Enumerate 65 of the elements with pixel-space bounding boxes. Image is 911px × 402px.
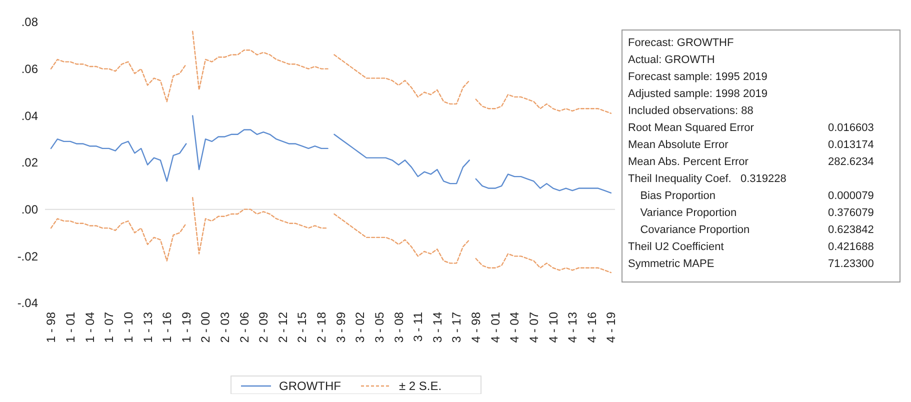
x-tick-label: 3 - 17 [450, 312, 464, 343]
text: Adjusted sample: 1998 2019 [628, 88, 768, 100]
legend-label: GROWTHF [279, 379, 341, 394]
text: Theil Inequality Coef. 0.319228 [628, 173, 786, 185]
x-tick-label: 3 - 14 [430, 312, 444, 343]
x-tick-label: 3 - 05 [372, 312, 386, 343]
y-tick-label: .08 [21, 15, 38, 30]
text: Actual: GROWTH [628, 54, 715, 66]
text: Root Mean Squared Error 0.016603 [628, 122, 874, 134]
line-series [192, 115, 328, 170]
line-series [50, 218, 187, 262]
y-tick-label: .06 [21, 62, 38, 76]
text: Variance Proportion 0.376079 [640, 207, 874, 219]
x-tick-label: 4 - 10 [546, 312, 560, 343]
x-tick-label: 1 - 07 [102, 312, 116, 343]
line-series [475, 94, 612, 114]
x-tick-label: 1 - 04 [82, 312, 97, 343]
line-series [50, 138, 187, 182]
y-tick-label: -.02 [17, 249, 38, 264]
y-tick-label: .00 [21, 202, 38, 217]
text: Forecast: GROWTHF [628, 37, 734, 49]
text: Mean Abs. Percent Error 282.6234 [628, 156, 874, 168]
x-tick-label: 2 - 15 [295, 312, 310, 343]
x-tick-label: 1 - 01 [64, 312, 78, 343]
line-series [334, 134, 470, 184]
x-tick-label: 1 - 19 [179, 312, 194, 343]
x-tick-label: 2 - 06 [237, 312, 252, 343]
line-series [475, 174, 612, 194]
y-tick-label: .02 [21, 156, 38, 170]
x-tick-label: 2 - 18 [314, 312, 329, 343]
x-tick-label: 3 - 11 [411, 312, 426, 342]
x-tick-label: 2 - 00 [198, 312, 213, 343]
x-tick-label: 1 - 13 [140, 312, 155, 343]
line-series [334, 54, 470, 105]
x-tick-label: 1 - 98 [44, 312, 58, 343]
x-tick-label: 4 - 98 [469, 312, 484, 343]
x-tick-label: 3 - 99 [334, 312, 348, 343]
text: Included observations: 88 [628, 105, 754, 117]
line-series [475, 253, 612, 274]
x-tick-label: 2 - 09 [256, 312, 271, 343]
legend-label: ± 2 S.E. [399, 379, 442, 394]
x-tick-label: 2 - 12 [276, 312, 290, 343]
x-tick-label: 4 - 13 [566, 312, 580, 343]
x-tick-label: 4 - 19 [604, 312, 618, 343]
line-series [192, 30, 328, 91]
text: Covariance Proportion 0.623842 [640, 224, 874, 236]
x-tick-label: 2 - 03 [218, 312, 232, 343]
x-tick-label: 4 - 07 [526, 312, 541, 343]
text: Symmetric MAPE 71.23300 [628, 258, 874, 270]
x-tick-label: 4 - 16 [584, 312, 599, 343]
x-tick-label: 3 - 08 [392, 312, 406, 343]
text: Theil U2 Coefficient 0.421688 [628, 241, 874, 253]
x-tick-label: 1 - 10 [121, 312, 136, 343]
x-tick-label: 4 - 01 [488, 312, 502, 343]
text: Forecast sample: 1995 2019 [628, 71, 768, 83]
line-series [50, 58, 187, 102]
x-tick-label: 3 - 02 [353, 312, 368, 343]
y-tick-label: -.04 [17, 296, 38, 310]
x-tick-label: 1 - 16 [160, 312, 174, 343]
line-series [334, 213, 470, 264]
y-tick-label: .04 [21, 108, 38, 123]
x-tick-label: 4 - 04 [508, 312, 522, 343]
text: Mean Absolute Error 0.013174 [628, 139, 874, 151]
line-series [192, 197, 328, 254]
text: Bias Proportion 0.000079 [640, 190, 874, 202]
